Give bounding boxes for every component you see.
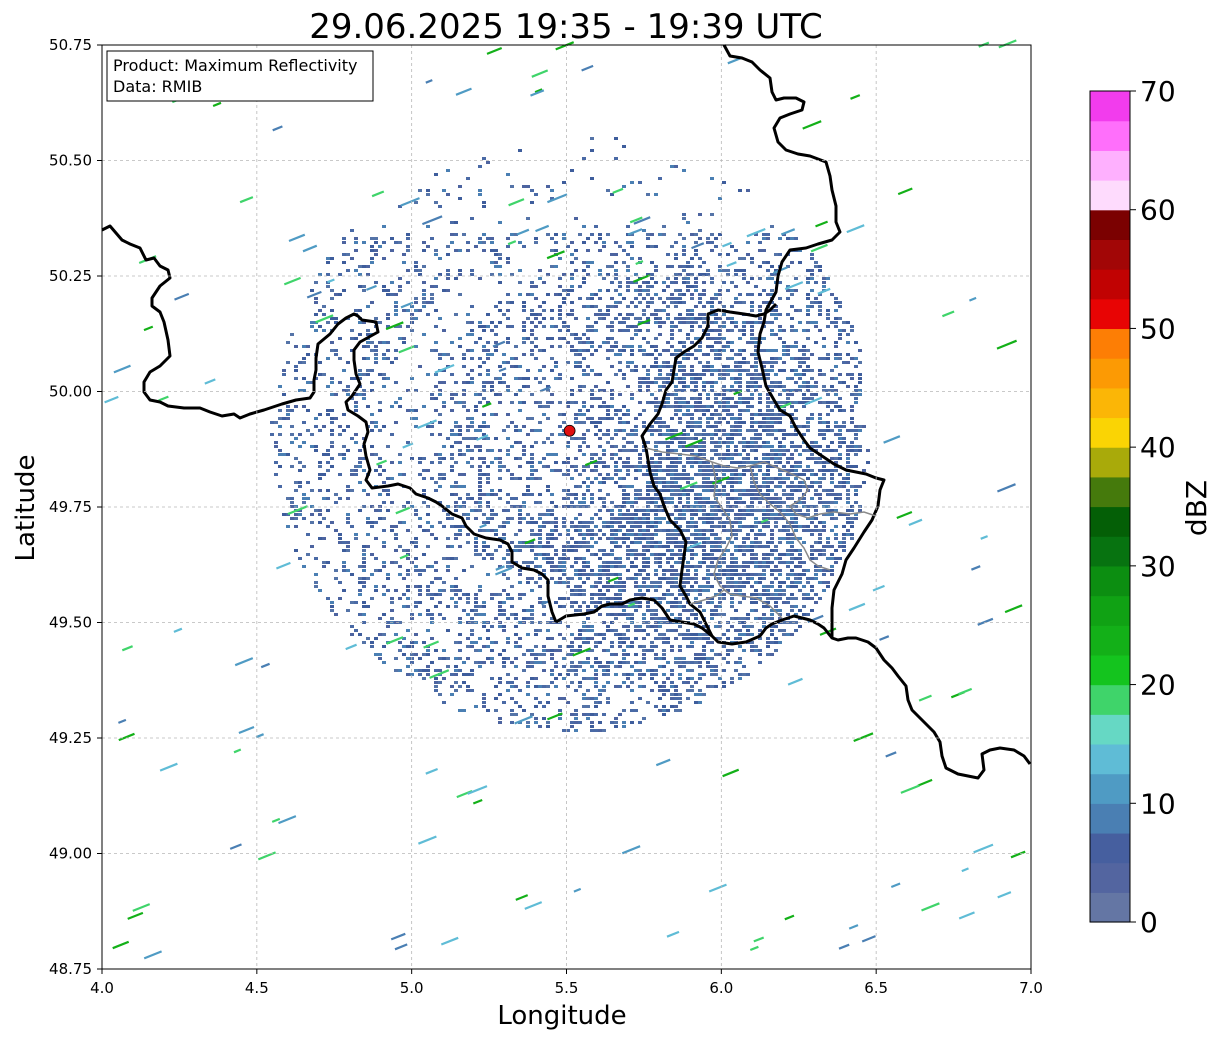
colorbar-tick-label: 0 [1140, 906, 1158, 939]
colorbar-segment [1090, 328, 1130, 359]
y-tick-label: 50.75 [49, 36, 92, 54]
colorbar-segment [1090, 832, 1130, 864]
colorbar-segment [1090, 239, 1130, 270]
x-tick-label: 4.5 [245, 979, 269, 997]
info-box-product: Product: Maximum Reflectivity [113, 56, 357, 75]
colorbar-segment [1090, 180, 1130, 211]
border-luxembourg-east [640, 302, 778, 637]
y-axis-label: Latitude [11, 454, 41, 561]
y-tick-label: 49.50 [49, 614, 92, 632]
colorbar-frame [1089, 90, 1131, 923]
border-france-belgium [101, 224, 558, 623]
y-tick-label: 49.75 [49, 498, 92, 516]
colorbar-tick-label: 60 [1140, 194, 1176, 227]
y-tick-label: 49.25 [49, 729, 92, 747]
colorbar-segment [1090, 120, 1130, 151]
radar-site-marker [563, 424, 576, 437]
info-box-data-source: Data: RMIB [113, 77, 202, 96]
y-tick-label: 50.00 [49, 383, 92, 401]
colorbar-segment [1090, 269, 1130, 300]
colorbar-segment [1090, 743, 1130, 775]
colorbar-segment [1090, 536, 1130, 567]
x-tick-label: 4.0 [90, 979, 114, 997]
colorbar-label: dBZ [1180, 480, 1213, 536]
colorbar-segment [1090, 298, 1130, 330]
x-tick-label: 5.5 [555, 979, 579, 997]
colorbar-segment [1090, 714, 1130, 745]
x-tick-label: 5.0 [400, 979, 424, 997]
colorbar-segment [1090, 476, 1130, 508]
colorbar-tick-label: 10 [1140, 787, 1176, 820]
colorbar-segment [1090, 91, 1130, 122]
colorbar-tick-label: 40 [1140, 431, 1176, 464]
province-borders [645, 447, 877, 619]
country-borders [101, 44, 1032, 780]
border-luxembourg-west [555, 596, 1032, 780]
y-tick-label: 50.25 [49, 267, 92, 285]
x-tick-labels: 4.0 4.5 5.0 5.5 6.0 6.5 7.0 [90, 969, 1043, 997]
y-tick-label: 50.50 [49, 152, 92, 170]
x-tick-label: 7.0 [1019, 979, 1043, 997]
y-tick-labels: 48.75 49.00 49.25 49.50 49.75 50.00 50.25 50.50… [49, 36, 102, 978]
colorbar-segment [1090, 209, 1130, 240]
x-tick-label: 6.0 [709, 979, 733, 997]
info-box-frame [106, 50, 374, 102]
colorbar-segment [1090, 625, 1130, 656]
chart-title: 29.06.2025 19:35 - 19:39 UTC [309, 7, 823, 47]
colorbar-segment [1090, 150, 1130, 181]
colorbar-segment [1090, 803, 1130, 834]
border-belgium-germany [722, 44, 886, 638]
colorbar-segment [1090, 862, 1130, 893]
colorbar-segment [1090, 892, 1130, 923]
colorbar-tick-label: 30 [1140, 550, 1176, 583]
colorbar [1089, 90, 1131, 923]
info-box: Product: Maximum Reflectivity Data: RMIB [106, 50, 374, 102]
colorbar-tick-label: 50 [1140, 312, 1176, 345]
x-axis-label: Longitude [497, 1001, 626, 1031]
grid-lines [102, 45, 1031, 969]
colorbar-tick-label: 20 [1140, 669, 1176, 702]
colorbar-tick-labels: 0 10 20 30 40 50 60 70 [1130, 75, 1176, 939]
colorbar-segment [1090, 417, 1130, 448]
y-tick-label: 48.75 [49, 960, 92, 978]
colorbar-segment [1090, 654, 1130, 686]
colorbar-segment [1090, 773, 1130, 804]
colorbar-segment [1090, 595, 1130, 626]
colorbar-segment [1090, 506, 1130, 537]
x-tick-label: 6.5 [864, 979, 888, 997]
colorbar-segment [1090, 684, 1130, 715]
colorbar-segment [1090, 565, 1130, 597]
colorbar-segment [1090, 358, 1130, 389]
colorbar-segment [1090, 447, 1130, 478]
y-tick-label: 49.00 [49, 845, 92, 863]
colorbar-tick-label: 70 [1140, 75, 1176, 108]
colorbar-segment [1090, 387, 1130, 419]
